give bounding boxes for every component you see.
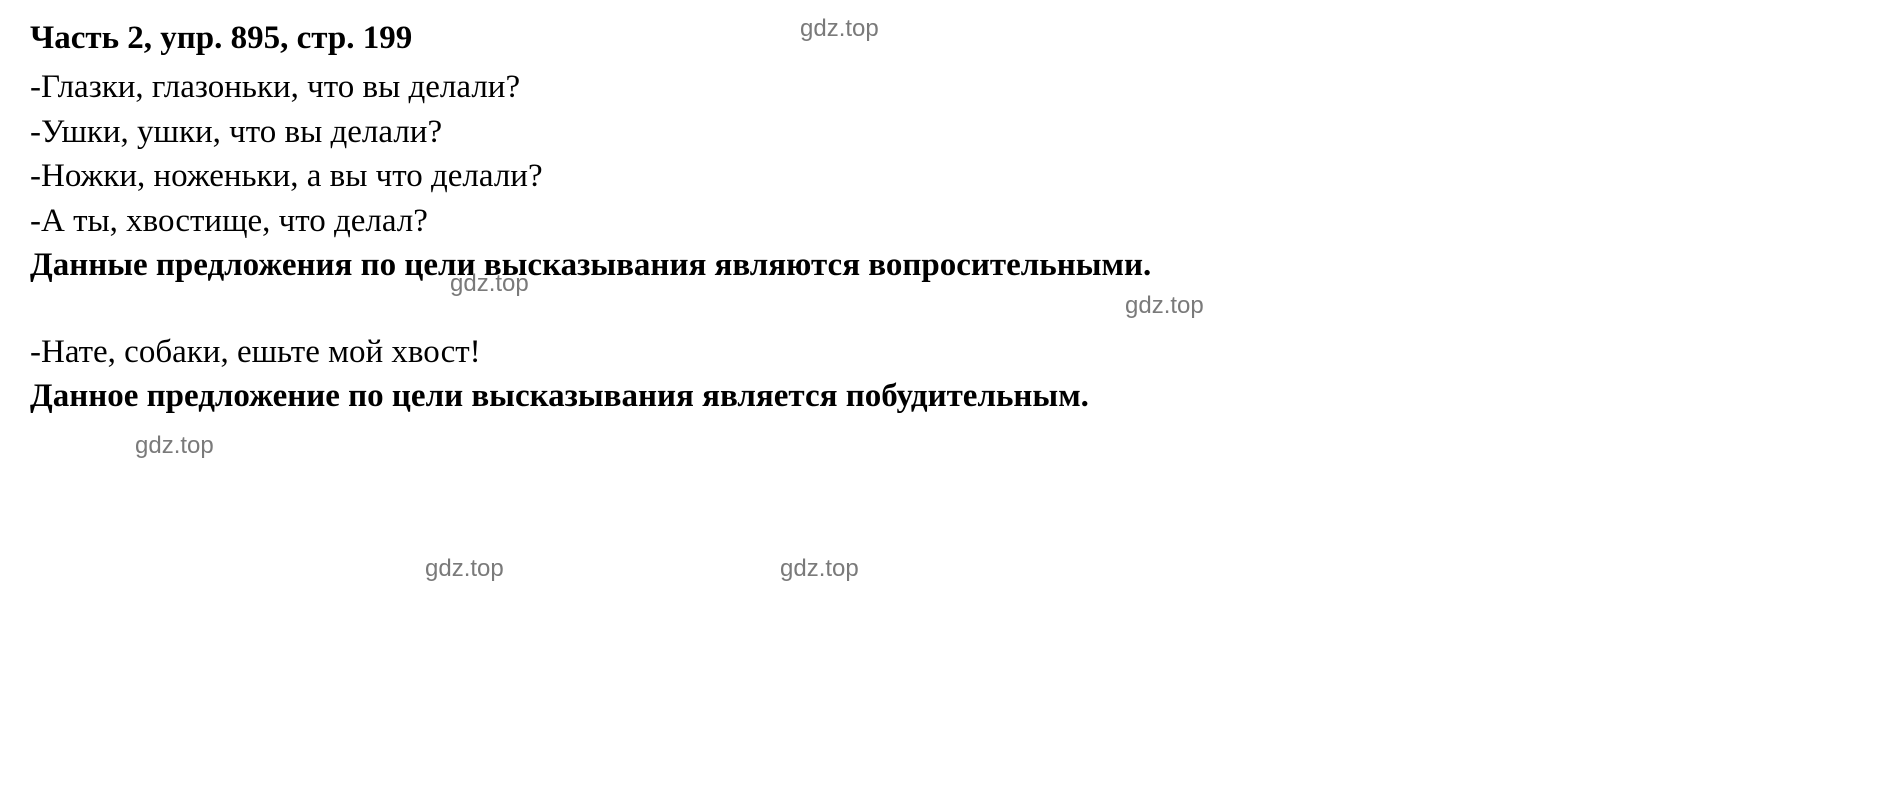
watermark-6: gdz.top	[780, 555, 859, 583]
watermark-5: gdz.top	[425, 555, 504, 583]
bold-statement-2: Данное предложение по цели высказывания …	[30, 374, 1290, 419]
document-content: Часть 2, упр. 895, стр. 199 -Глазки, гла…	[30, 20, 1310, 419]
document-title: Часть 2, упр. 895, стр. 199	[30, 20, 1310, 57]
watermark-4: gdz.top	[135, 432, 214, 460]
text-line-4: -А ты, хвостище, что делал?	[30, 199, 1310, 244]
text-line-1: -Глазки, глазоньки, что вы делали?	[30, 65, 1310, 110]
text-line-3: -Ножки, ноженьки, а вы что делали?	[30, 154, 1310, 199]
text-line-2: -Ушки, ушки, что вы делали?	[30, 110, 1310, 155]
bold-statement-1: Данные предложения по цели высказывания …	[30, 243, 1290, 288]
paragraph-spacer	[30, 288, 1310, 330]
text-line-5: -Нате, собаки, ешьте мой хвост!	[30, 330, 1310, 375]
